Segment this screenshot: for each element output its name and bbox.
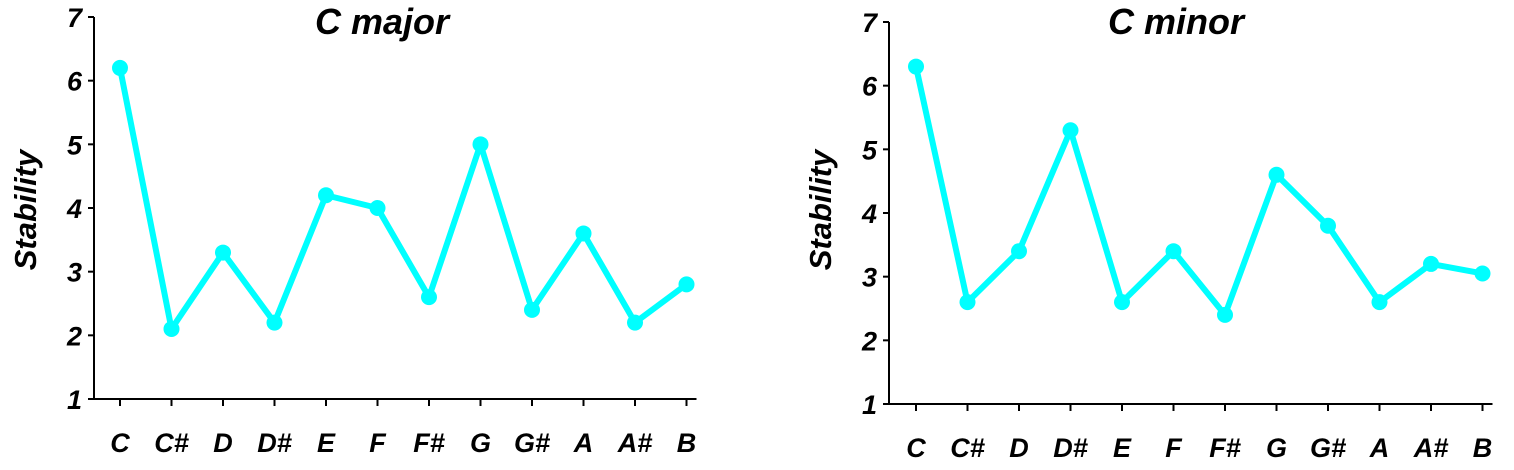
x-tick-label: D: [1009, 433, 1029, 463]
y-tick-label: 5: [862, 135, 878, 165]
data-point: [1268, 166, 1285, 183]
data-point: [1320, 217, 1336, 234]
data-point: [1474, 265, 1491, 282]
data-point: [112, 59, 128, 76]
x-tick-label: G#: [514, 428, 550, 458]
x-tick-label: B: [1473, 433, 1493, 463]
y-tick-label: 1: [67, 385, 82, 415]
x-tick-label: F#: [413, 428, 445, 458]
data-point: [524, 301, 540, 318]
y-tick-label: 1: [862, 390, 877, 420]
data-point: [678, 276, 695, 293]
data-point: [1011, 243, 1027, 260]
data-point: [627, 314, 643, 331]
chart-title: C major: [315, 1, 451, 42]
x-tick-label: F#: [1209, 433, 1241, 463]
y-tick-label: 6: [862, 72, 878, 102]
data-point: [959, 294, 976, 311]
data-point: [1165, 243, 1182, 260]
y-tick-label: 4: [861, 199, 877, 229]
data-point: [421, 289, 437, 306]
x-tick-label: A: [573, 428, 594, 458]
data-point: [163, 320, 180, 337]
y-tick-label: 7: [67, 3, 84, 33]
chart-title: C minor: [1108, 1, 1246, 42]
x-tick-label: C#: [154, 428, 189, 458]
x-tick-label: F: [1165, 433, 1183, 463]
data-point: [575, 225, 592, 242]
chart-panel-0: C major Stability 1 2 3 4 5 6 7 C C# D D# E F F# G G# A A# B: [8, 1, 697, 458]
data-point: [266, 314, 283, 331]
x-tick-label: D#: [1053, 433, 1088, 463]
data-point: [215, 244, 231, 261]
x-tick-label: F: [369, 428, 387, 458]
y-tick-label: 2: [66, 321, 82, 351]
x-tick-label: E: [1113, 433, 1132, 463]
x-tick-label: A#: [617, 428, 653, 458]
data-point: [369, 200, 386, 216]
x-tick-label: G: [1266, 433, 1287, 463]
x-tick-label: C: [110, 428, 130, 458]
x-tick-label: G: [470, 428, 491, 458]
series-line: [913, 63, 1486, 318]
y-tick-label: 2: [861, 326, 877, 356]
data-point: [1371, 294, 1388, 311]
data-point: [1217, 306, 1233, 323]
data-point: [1114, 294, 1130, 311]
data-point: [908, 58, 924, 75]
x-tick-label: B: [677, 428, 697, 458]
y-tick-label: 3: [862, 263, 877, 293]
x-tick-label: G#: [1310, 433, 1346, 463]
y-tick-label: 6: [67, 67, 83, 97]
x-tick-label: D#: [257, 428, 292, 458]
x-tick-label: C#: [950, 433, 985, 463]
x-tick-label: D: [213, 428, 233, 458]
x-tick-label: C: [906, 433, 926, 463]
x-tick-label: E: [317, 428, 336, 458]
y-axis-label: Stability: [803, 148, 838, 270]
y-tick-label: 3: [67, 258, 82, 288]
data-point: [1062, 122, 1079, 139]
x-tick-label: A#: [1413, 433, 1449, 463]
x-tick-label: A: [1369, 433, 1390, 463]
y-tick-label: 7: [862, 8, 879, 38]
y-axis-label: Stability: [8, 148, 43, 270]
y-tick-label: 5: [67, 130, 83, 160]
data-point: [318, 187, 334, 204]
data-point: [1423, 255, 1439, 272]
series-line: [117, 64, 690, 332]
data-point: [472, 136, 489, 153]
chart-panel-1: C minor Stability 1 2 3 4 5 6 7 C C# D D# E F F# G G# A A# B: [803, 1, 1493, 463]
y-tick-label: 4: [66, 194, 82, 224]
